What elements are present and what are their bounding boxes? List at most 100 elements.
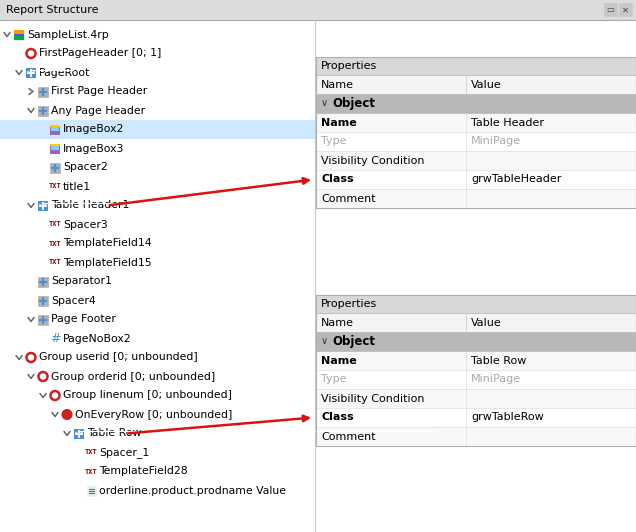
Bar bbox=[38, 295, 48, 305]
Text: Class: Class bbox=[321, 174, 354, 185]
Text: Table Row: Table Row bbox=[471, 355, 527, 365]
Text: Comment: Comment bbox=[321, 431, 376, 442]
Text: ImageBox2: ImageBox2 bbox=[63, 124, 125, 135]
Text: OnEveryRow [0; unbounded]: OnEveryRow [0; unbounded] bbox=[75, 410, 232, 420]
Text: Spacer2: Spacer2 bbox=[63, 162, 107, 172]
Bar bbox=[316, 408, 636, 427]
Text: ∨: ∨ bbox=[321, 98, 328, 109]
Text: Value: Value bbox=[471, 318, 502, 328]
Text: PageRoot: PageRoot bbox=[39, 68, 90, 78]
Bar bbox=[316, 427, 636, 446]
Text: Visibility Condition: Visibility Condition bbox=[321, 394, 424, 403]
Text: TXT: TXT bbox=[85, 469, 97, 475]
Text: Table Header1: Table Header1 bbox=[51, 201, 129, 211]
Circle shape bbox=[62, 410, 71, 419]
Text: Name: Name bbox=[321, 79, 354, 89]
Text: ✕: ✕ bbox=[622, 5, 629, 14]
Bar bbox=[0, 120, 315, 139]
Bar bbox=[316, 57, 636, 208]
Text: FirstPageHeader [0; 1]: FirstPageHeader [0; 1] bbox=[39, 48, 162, 59]
Text: Separator1: Separator1 bbox=[51, 277, 112, 287]
Bar bbox=[26, 68, 36, 78]
Bar bbox=[316, 295, 636, 446]
Text: TXT: TXT bbox=[48, 221, 62, 228]
Text: TemplateField15: TemplateField15 bbox=[63, 257, 151, 268]
Bar bbox=[50, 145, 60, 154]
Text: ImageBox3: ImageBox3 bbox=[63, 144, 125, 154]
Bar bbox=[50, 124, 60, 127]
Bar bbox=[316, 75, 636, 94]
Bar bbox=[14, 29, 24, 39]
Bar bbox=[619, 3, 632, 16]
Text: Table Header: Table Header bbox=[471, 118, 544, 128]
Bar bbox=[604, 3, 617, 16]
Text: SampleList.4rp: SampleList.4rp bbox=[27, 29, 109, 39]
Text: grwTableRow: grwTableRow bbox=[471, 412, 544, 422]
Bar bbox=[38, 314, 48, 325]
Bar bbox=[316, 94, 636, 113]
Bar bbox=[50, 126, 60, 135]
Text: ∨: ∨ bbox=[321, 337, 328, 346]
Text: Object: Object bbox=[332, 97, 375, 110]
Text: Group userid [0; unbounded]: Group userid [0; unbounded] bbox=[39, 353, 198, 362]
Text: Value: Value bbox=[471, 79, 502, 89]
Bar bbox=[14, 34, 24, 36]
Text: Class: Class bbox=[321, 412, 354, 422]
Text: First Page Header: First Page Header bbox=[51, 87, 148, 96]
Bar bbox=[316, 332, 636, 351]
Text: TemplateField14: TemplateField14 bbox=[63, 238, 151, 248]
Text: Table Row: Table Row bbox=[87, 428, 141, 438]
Text: Group linenum [0; unbounded]: Group linenum [0; unbounded] bbox=[63, 390, 232, 401]
Bar bbox=[14, 35, 24, 39]
Bar bbox=[316, 57, 636, 75]
Bar bbox=[316, 370, 636, 389]
Text: TXT: TXT bbox=[48, 260, 62, 265]
Text: Report Structure: Report Structure bbox=[6, 5, 99, 15]
Bar bbox=[316, 295, 636, 313]
Text: #: # bbox=[50, 332, 60, 345]
Text: Any Page Header: Any Page Header bbox=[51, 105, 145, 115]
Bar bbox=[316, 351, 636, 370]
Bar bbox=[316, 189, 636, 208]
Text: TXT: TXT bbox=[48, 240, 62, 246]
Text: Name: Name bbox=[321, 118, 357, 128]
Bar bbox=[38, 277, 48, 287]
Text: PageNoBox2: PageNoBox2 bbox=[63, 334, 132, 344]
Bar bbox=[74, 428, 84, 438]
Bar bbox=[51, 127, 59, 130]
Text: Type: Type bbox=[321, 375, 347, 385]
Text: orderline.product.prodname Value: orderline.product.prodname Value bbox=[99, 486, 286, 495]
Bar bbox=[50, 144, 60, 145]
Text: TXT: TXT bbox=[48, 184, 62, 189]
Bar bbox=[38, 201, 48, 211]
Bar bbox=[316, 170, 636, 189]
Text: TXT: TXT bbox=[85, 450, 97, 455]
Bar bbox=[316, 113, 636, 132]
Text: ▭: ▭ bbox=[607, 5, 614, 14]
Text: Properties: Properties bbox=[321, 299, 377, 309]
Bar bbox=[38, 87, 48, 96]
Text: Spacer4: Spacer4 bbox=[51, 295, 96, 305]
Text: Spacer3: Spacer3 bbox=[63, 220, 107, 229]
Bar bbox=[14, 29, 24, 35]
Text: Properties: Properties bbox=[321, 61, 377, 71]
Text: MiniPage: MiniPage bbox=[471, 375, 521, 385]
Text: Name: Name bbox=[321, 355, 357, 365]
Text: Visibility Condition: Visibility Condition bbox=[321, 155, 424, 165]
Bar bbox=[316, 389, 636, 408]
Bar bbox=[316, 151, 636, 170]
Text: Type: Type bbox=[321, 137, 347, 146]
Text: Group orderid [0; unbounded]: Group orderid [0; unbounded] bbox=[51, 371, 215, 381]
Text: TemplateField28: TemplateField28 bbox=[99, 467, 188, 477]
Text: Spacer_1: Spacer_1 bbox=[99, 447, 149, 458]
Text: Name: Name bbox=[321, 318, 354, 328]
Bar bbox=[51, 145, 59, 149]
Bar bbox=[50, 162, 60, 172]
Bar bbox=[38, 105, 48, 115]
Text: title1: title1 bbox=[63, 181, 91, 192]
Text: Object: Object bbox=[332, 335, 375, 348]
Bar bbox=[316, 313, 636, 332]
Text: grwTableHeader: grwTableHeader bbox=[471, 174, 562, 185]
Bar bbox=[87, 486, 96, 495]
Bar bbox=[0, 0, 636, 20]
